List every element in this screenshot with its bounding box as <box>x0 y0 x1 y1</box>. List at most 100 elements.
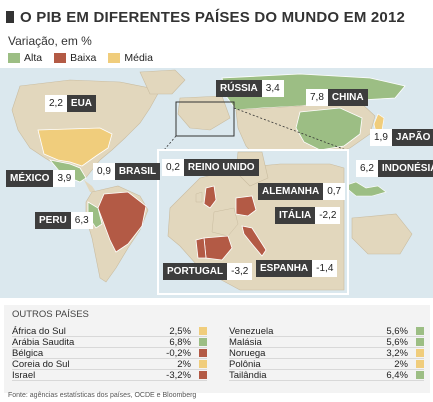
baixa-swatch-icon <box>199 349 207 357</box>
label-china: 7,8 CHINA <box>306 89 368 106</box>
row-value: 6,4% <box>386 369 408 381</box>
row-name: Tailândia <box>229 369 267 381</box>
legend-baixa-label: Baixa <box>70 52 97 64</box>
title-marker-icon <box>6 11 14 23</box>
baixa-swatch-icon <box>199 371 207 379</box>
outros-paises-table: OUTROS PAÍSES África do Sul 2,5% Arábia S… <box>4 305 430 393</box>
legend-alta-swatch-icon <box>8 53 20 63</box>
land-europe <box>177 95 231 131</box>
row-value: 6,8% <box>169 336 191 348</box>
page-title: O PIB EM DIFERENTES PAÍSES DO MUNDO EM 2… <box>6 6 430 28</box>
label-indonesia: 6,2 INDONÉSIA <box>356 160 433 177</box>
row-name: Venezuela <box>229 325 274 337</box>
label-russia: RÚSSIA 3,4 <box>216 80 284 97</box>
label-peru-value: 6,3 <box>70 212 93 229</box>
table-row: Arábia Saudita 6,8% <box>12 337 207 348</box>
row-name: Bélgica <box>12 347 44 359</box>
land-australia <box>351 213 413 255</box>
label-mexico-name: MÉXICO <box>6 170 54 187</box>
legend-media: Média <box>108 52 153 64</box>
label-mexico-value: 3,9 <box>53 170 76 187</box>
legend-baixa-swatch-icon <box>54 53 67 63</box>
land-central-america <box>84 180 96 192</box>
row-value: 5,6% <box>386 325 408 337</box>
world-map: RÚSSIA 3,4 2,2 EUA 7,8 CHINA 1,9 JAPÃO M… <box>0 68 433 298</box>
legend-media-label: Média <box>124 52 153 64</box>
row-name: África do Sul <box>12 325 66 337</box>
label-china-name: CHINA <box>327 89 368 106</box>
country-indonesia <box>343 181 387 197</box>
alta-swatch-icon <box>416 338 424 346</box>
table-row: Israel -3,2% <box>12 370 207 381</box>
label-espanha: ESPANHA -1,4 <box>256 260 338 277</box>
table-row: Bélgica -0,2% <box>12 348 207 359</box>
country-brasil <box>97 191 147 253</box>
zoom-line-left <box>163 135 177 151</box>
label-espanha-name: ESPANHA <box>256 260 313 277</box>
label-italia-name: ITÁLIA <box>275 207 316 224</box>
subtitle: Variação, em % <box>8 34 92 48</box>
country-italia <box>241 225 267 257</box>
table-row: Venezuela 5,6% <box>229 326 424 337</box>
label-reino-unido-value: 0,2 <box>162 159 184 176</box>
legend-alta-label: Alta <box>24 52 43 64</box>
country-portugal <box>195 237 207 259</box>
row-value: 2% <box>394 358 408 370</box>
label-eua: 2,2 EUA <box>45 95 97 112</box>
label-russia-value: 3,4 <box>261 80 284 97</box>
country-reino-unido <box>203 185 217 209</box>
europe-selection-box <box>175 101 235 137</box>
legend-baixa: Baixa <box>54 52 96 64</box>
label-china-value: 7,8 <box>306 89 328 106</box>
label-italia-value: -2,2 <box>315 207 341 224</box>
label-portugal-name: PORTUGAL <box>163 263 228 280</box>
media-swatch-icon <box>199 327 207 335</box>
legend-alta: Alta <box>8 52 42 64</box>
outros-col-left: África do Sul 2,5% Arábia Saudita 6,8% Bél… <box>12 326 207 381</box>
table-row: Coreia do Sul 2% <box>12 359 207 370</box>
label-peru: PERU 6,3 <box>35 212 93 229</box>
table-row: Tailândia 6,4% <box>229 370 424 381</box>
label-reino-unido: 0,2 REINO UNIDO <box>162 159 259 176</box>
row-name: Polônia <box>229 358 261 370</box>
label-alemanha-value: 0,7 <box>323 183 346 200</box>
label-reino-unido-name: REINO UNIDO <box>183 159 259 176</box>
label-alemanha: ALEMANHA 0,7 <box>258 183 346 200</box>
alta-swatch-icon <box>416 371 424 379</box>
title-text: O PIB EM DIFERENTES PAÍSES DO MUNDO EM 2… <box>20 8 406 26</box>
alta-swatch-icon <box>416 327 424 335</box>
table-row: Polônia 2% <box>229 359 424 370</box>
label-indonesia-name: INDONÉSIA <box>377 160 433 177</box>
row-name: Arábia Saudita <box>12 336 75 348</box>
row-value: 2,5% <box>169 325 191 337</box>
label-brasil: 0,9 BRASIL <box>93 163 161 180</box>
label-peru-name: PERU <box>35 212 71 229</box>
row-value: 5,6% <box>386 336 408 348</box>
label-italia: ITÁLIA -2,2 <box>275 207 341 224</box>
row-value: 3,2% <box>386 347 408 359</box>
land-greenland <box>139 69 186 95</box>
media-swatch-icon <box>416 349 424 357</box>
alta-swatch-icon <box>199 338 207 346</box>
label-alemanha-name: ALEMANHA <box>258 183 324 200</box>
outros-paises-header: OUTROS PAÍSES <box>12 309 89 320</box>
label-brasil-value: 0,9 <box>93 163 115 180</box>
label-japao: 1,9 JAPÃO <box>370 129 433 146</box>
label-espanha-value: -1,4 <box>312 260 338 277</box>
media-swatch-icon <box>416 360 424 368</box>
table-row: Noruega 3,2% <box>229 348 424 359</box>
legend-media-swatch-icon <box>108 53 121 63</box>
row-name: Malásia <box>229 336 262 348</box>
label-japao-name: JAPÃO <box>391 129 433 146</box>
label-portugal-value: -3,2 <box>227 263 253 280</box>
row-value: -0,2% <box>166 347 191 359</box>
outros-col-right: Venezuela 5,6% Malásia 5,6% Noruega 3,2% Po… <box>229 326 424 381</box>
row-name: Israel <box>12 369 36 381</box>
row-value: -3,2% <box>166 369 191 381</box>
label-mexico: MÉXICO 3,9 <box>6 170 76 187</box>
country-franca <box>211 207 239 237</box>
row-name: Coreia do Sul <box>12 358 70 370</box>
label-indonesia-value: 6,2 <box>356 160 378 177</box>
legend: Alta Baixa Média <box>8 52 153 64</box>
